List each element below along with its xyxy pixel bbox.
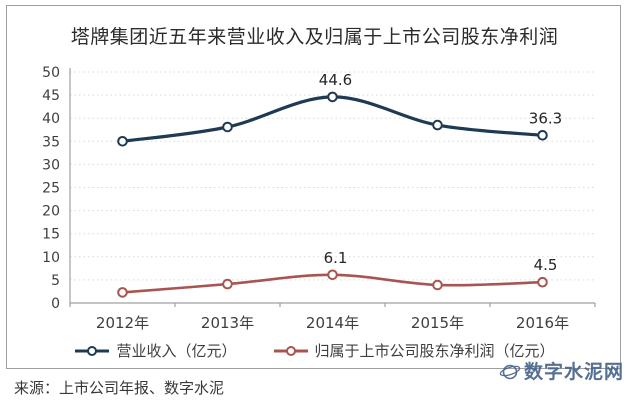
data-point-marker <box>432 279 443 291</box>
x-axis-label: 2015年 <box>411 314 464 332</box>
data-point-marker <box>432 119 443 131</box>
y-tick-label: 45 <box>42 88 60 104</box>
x-axis-label: 2014年 <box>306 314 359 332</box>
data-point-marker <box>222 278 233 290</box>
y-tick-label: 10 <box>42 250 60 266</box>
legend-label-profit: 归属于上市公司股东净利润（亿元） <box>314 342 555 360</box>
legend-item-profit: 归属于上市公司股东净利润（亿元） <box>273 340 555 361</box>
y-tick-label: 15 <box>42 227 60 243</box>
legend-item-revenue: 营业收入（亿元） <box>74 340 237 361</box>
data-point-label: 36.3 <box>529 109 562 127</box>
legend-line-marker-revenue <box>75 345 110 356</box>
legend: 营业收入（亿元） 归属于上市公司股东净利润（亿元） <box>6 340 623 361</box>
watermark-text: 数字水泥网 <box>523 361 624 383</box>
data-point-marker <box>327 269 338 281</box>
y-tick-label: 50 <box>42 65 60 81</box>
digital-cement-logo-icon <box>499 364 521 379</box>
y-tick-label: 30 <box>42 157 60 173</box>
y-tick-label: 5 <box>51 273 60 289</box>
source-note: 来源：上市公司年报、数字水泥 <box>14 379 225 397</box>
data-point-label: 6.1 <box>324 249 348 267</box>
data-point-marker <box>117 287 128 298</box>
watermark: 数字水泥网 <box>499 357 624 384</box>
y-tick-label: 35 <box>42 134 60 150</box>
data-point-marker <box>537 276 548 288</box>
x-axis-label: 2012年 <box>96 314 149 332</box>
legend-line-marker-profit <box>273 345 308 356</box>
y-tick-label: 25 <box>42 181 60 197</box>
data-point-marker <box>537 130 548 141</box>
y-tick-label: 40 <box>42 111 60 127</box>
y-tick-label: 20 <box>42 204 60 220</box>
y-tick-label: 0 <box>51 296 60 312</box>
data-point-label: 4.5 <box>534 256 558 274</box>
chart-title: 塔牌集团近五年来营业收入及归属于上市公司股东净利润 <box>70 26 559 48</box>
data-point-label: 44.6 <box>319 71 352 89</box>
legend-label-revenue: 营业收入（亿元） <box>116 342 237 360</box>
data-point-marker <box>117 136 128 147</box>
data-point-marker <box>222 121 233 133</box>
series-line <box>120 95 545 143</box>
data-point-marker <box>327 91 338 103</box>
x-axis-label: 2016年 <box>516 314 569 332</box>
x-axis-label: 2013年 <box>201 314 254 332</box>
